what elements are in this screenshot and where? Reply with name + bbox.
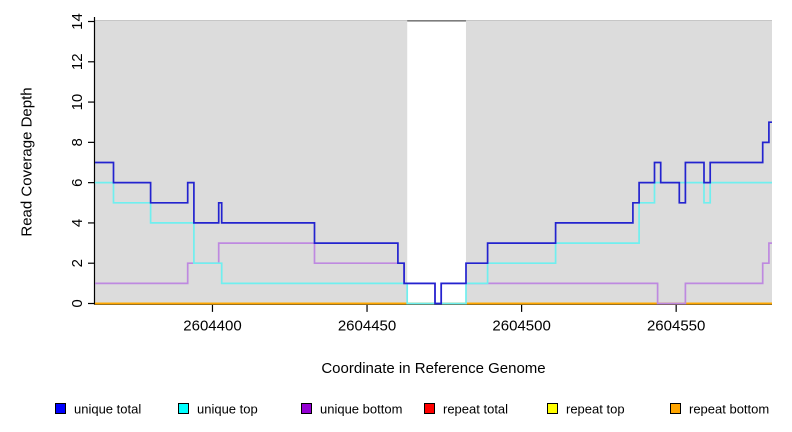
coverage-plot-canvas: 0 2 4 6 8 10 12 14 2604400 2604450 2604500 2604550 [69,13,772,335]
legend-swatch-unique-total [55,403,66,415]
legend-item-unique-bottom: unique bottom [301,400,402,416]
x-tick-label: 2604550 [647,318,705,335]
legend-swatch-repeat-total [424,403,435,415]
legend-swatch-repeat-bottom [670,403,681,415]
legend-label-repeat-total: repeat total [443,401,509,417]
y-tick-label: 0 [69,299,86,307]
y-tick-label: 6 [69,178,86,186]
legend-swatch-unique-top [178,403,189,415]
legend-item-repeat-top: repeat top [547,400,625,416]
legend-label-unique-total: unique total [74,401,142,417]
x-tick-label: 2604450 [338,318,396,335]
y-tick-label: 2 [69,259,86,267]
x-axis-title: Coordinate in Reference Genome [321,360,546,377]
legend-label-unique-bottom: unique bottom [320,401,403,417]
y-tick-label: 4 [69,219,86,227]
legend-label-unique-top: unique top [197,401,258,417]
series-line-unique-top [95,181,772,305]
legend-item-repeat-bottom: repeat bottom [670,400,769,416]
legend-item-repeat-total: repeat total [424,400,508,416]
legend-label-repeat-top: repeat top [566,401,625,417]
legend-item-unique-total: unique total [55,400,141,416]
legend-swatch-repeat-top [547,403,558,415]
mask-region [407,21,466,305]
legend-label-repeat-bottom: repeat bottom [689,401,770,417]
legend-item-unique-top: unique top [178,400,258,416]
x-tick-label: 2604500 [492,318,550,335]
y-tick-label: 8 [69,138,86,146]
y-tick-label: 10 [69,94,86,111]
legend-swatch-unique-bottom [301,403,312,415]
series-line-unique-total [95,121,772,305]
y-axis-title: Read Coverage Depth [18,87,36,237]
x-tick-label: 2604400 [183,318,241,335]
y-tick-label: 12 [69,53,86,70]
y-tick-label: 14 [69,13,86,30]
